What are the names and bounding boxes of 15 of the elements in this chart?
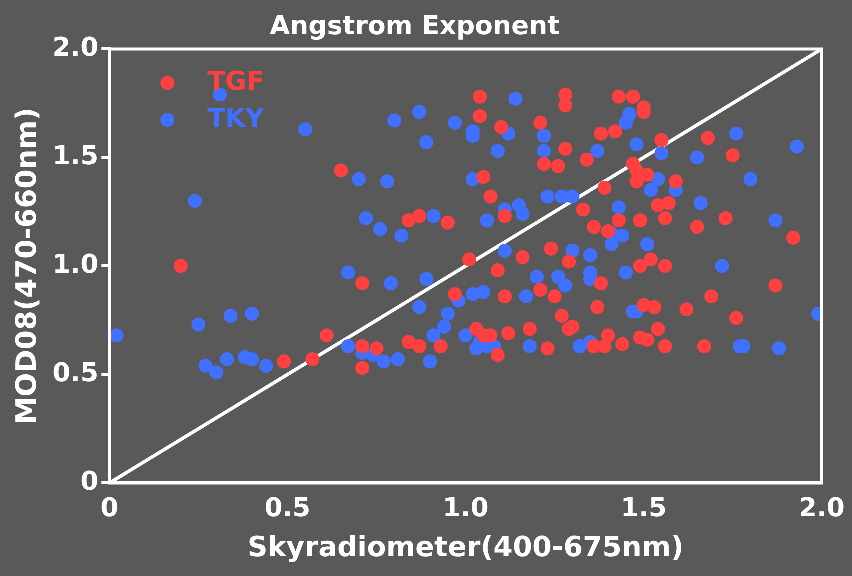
x-tick-label: 1.0: [442, 494, 489, 524]
y-tick-label: 1.5: [52, 141, 99, 172]
x-tick-label: 0: [100, 494, 119, 524]
y-tick-label: 2.0: [52, 32, 99, 63]
x-tick-label: 0.5: [264, 494, 311, 524]
x-tick-label: 1.5: [620, 494, 667, 524]
y-tick-label: 1.0: [52, 250, 99, 280]
x-tick-label: 2.0: [798, 494, 846, 524]
legend-label: TKY: [208, 104, 266, 134]
legend-label: TGF: [208, 66, 264, 97]
x-axis-title: Skyradiometer(400-675nm): [248, 530, 684, 564]
y-axis-title: MOD08(470-660nm): [10, 108, 44, 425]
y-tick-label: 0: [80, 466, 99, 497]
chart-title: Angstrom Exponent: [270, 11, 560, 42]
y-tick-label: 0.5: [52, 358, 99, 388]
